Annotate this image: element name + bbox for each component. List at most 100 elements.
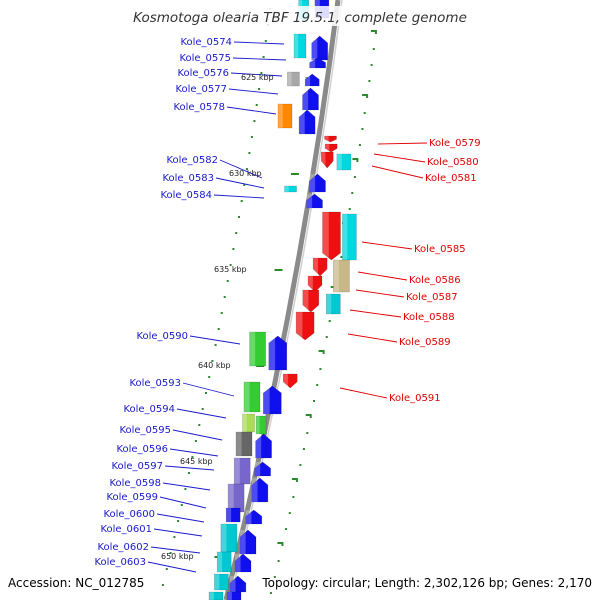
- gene-arrow[interactable]: [239, 529, 257, 555]
- guide-dot: [288, 512, 291, 514]
- gene-label-kole-0583[interactable]: Kole_0583: [162, 173, 214, 184]
- gene-label-kole-0580[interactable]: Kole_0580: [427, 157, 479, 168]
- gene-arrow[interactable]: [322, 211, 341, 261]
- label-leader: [162, 482, 211, 491]
- gene-block[interactable]: [216, 551, 232, 573]
- guide-dot: [245, 168, 248, 170]
- gene-label-kole-0577[interactable]: Kole_0577: [175, 84, 227, 95]
- guide-dot: [198, 424, 201, 426]
- guide-dash: [277, 542, 284, 544]
- gene-label-kole-0595[interactable]: Kole_0595: [119, 425, 171, 436]
- gene-arrow[interactable]: [302, 289, 320, 313]
- gene-block[interactable]: [214, 573, 229, 591]
- gene-label-kole-0582[interactable]: Kole_0582: [166, 155, 218, 166]
- gene-arrow[interactable]: [255, 433, 272, 459]
- gene-label-kole-0589[interactable]: Kole_0589: [399, 337, 451, 348]
- gene-label-kole-0574[interactable]: Kole_0574: [180, 37, 232, 48]
- gene-arrow[interactable]: [245, 509, 263, 525]
- gene-block[interactable]: [333, 259, 350, 293]
- gene-arrow[interactable]: [312, 257, 328, 277]
- gene-arrow[interactable]: [320, 151, 334, 169]
- gene-highlight: [302, 290, 309, 312]
- gene-highlight: [326, 294, 332, 314]
- gene-block[interactable]: [220, 523, 238, 553]
- gene-label-kole-0601[interactable]: Kole_0601: [100, 524, 152, 535]
- gene-highlight: [242, 414, 247, 432]
- gene-label-kole-0596[interactable]: Kole_0596: [116, 444, 168, 455]
- gene-label-kole-0598[interactable]: Kole_0598: [109, 478, 161, 489]
- gene-block[interactable]: [242, 413, 255, 433]
- gene-label-kole-0594[interactable]: Kole_0594: [123, 404, 175, 415]
- gene-block[interactable]: [233, 457, 251, 485]
- gene-arrow[interactable]: [262, 385, 282, 415]
- gene-arrow[interactable]: [304, 73, 320, 87]
- gene-block[interactable]: [227, 483, 245, 513]
- gene-block[interactable]: [325, 293, 341, 315]
- gene-arrow[interactable]: [268, 335, 288, 371]
- gene-label-kole-0584[interactable]: Kole_0584: [160, 190, 212, 201]
- gene-arrow[interactable]: [234, 553, 252, 573]
- label-leader: [371, 165, 424, 179]
- gene-label-kole-0579[interactable]: Kole_0579: [429, 138, 481, 149]
- gene-block[interactable]: [225, 507, 241, 523]
- gene-label-kole-0597[interactable]: Kole_0597: [111, 461, 163, 472]
- gene-label-kole-0591[interactable]: Kole_0591: [389, 393, 441, 404]
- gene-arrow[interactable]: [251, 477, 269, 503]
- gene-label-kole-0575[interactable]: Kole_0575: [179, 53, 231, 64]
- guide-dot: [191, 456, 194, 458]
- gene-arrow[interactable]: [229, 575, 247, 593]
- guide-dot: [240, 200, 243, 202]
- gene-block[interactable]: [342, 213, 357, 261]
- gene-label-kole-0602[interactable]: Kole_0602: [97, 542, 149, 553]
- gene-label-kole-0593[interactable]: Kole_0593: [129, 378, 181, 389]
- gene-highlight: [283, 374, 289, 388]
- gene-arrow[interactable]: [295, 311, 315, 341]
- gene-label-kole-0588[interactable]: Kole_0588: [403, 312, 455, 323]
- gene-arrow[interactable]: [282, 373, 298, 389]
- gene-arrow[interactable]: [306, 193, 323, 209]
- guide-dot: [238, 216, 240, 218]
- guide-dot: [161, 584, 164, 586]
- guide-dot: [226, 280, 229, 282]
- gene-label-kole-0603[interactable]: Kole_0603: [94, 557, 146, 568]
- gene-label-kole-0590[interactable]: Kole_0590: [136, 331, 188, 342]
- gene-arrow[interactable]: [302, 87, 319, 111]
- gene-arrow[interactable]: [309, 173, 326, 193]
- gene-block[interactable]: [336, 153, 352, 171]
- gene-block[interactable]: [284, 185, 297, 193]
- gene-label-kole-0578[interactable]: Kole_0578: [173, 102, 225, 113]
- gene-highlight: [209, 592, 214, 600]
- gene-label-kole-0599[interactable]: Kole_0599: [106, 492, 158, 503]
- gene-block[interactable]: [226, 591, 242, 600]
- guide-dot: [281, 544, 284, 546]
- gene-block[interactable]: [243, 381, 261, 413]
- gene-label-kole-0600[interactable]: Kole_0600: [103, 509, 155, 520]
- gene-block[interactable]: [249, 331, 266, 367]
- gene-label-kole-0576[interactable]: Kole_0576: [177, 68, 229, 79]
- guide-dot: [250, 136, 253, 138]
- gene-label-kole-0586[interactable]: Kole_0586: [409, 275, 461, 286]
- guide-dot: [208, 376, 211, 378]
- gene-block[interactable]: [235, 431, 253, 457]
- gene-block[interactable]: [293, 33, 307, 59]
- gene-arrow[interactable]: [311, 35, 329, 61]
- gene-block[interactable]: [255, 415, 267, 435]
- guide-dash: [318, 350, 325, 352]
- genome-backbone: [223, 0, 341, 600]
- label-leader: [228, 88, 279, 95]
- gene-arrow[interactable]: [307, 275, 323, 293]
- gene-label-kole-0587[interactable]: Kole_0587: [406, 292, 458, 303]
- guide-dot: [285, 528, 288, 530]
- gene-block[interactable]: [287, 71, 300, 87]
- gene-label-kole-0581[interactable]: Kole_0581: [425, 173, 477, 184]
- gene-arrow[interactable]: [298, 109, 316, 135]
- gene-arrow[interactable]: [324, 135, 337, 143]
- label-leader: [153, 528, 203, 537]
- gene-arrow[interactable]: [254, 461, 271, 477]
- gene-arrow[interactable]: [324, 143, 338, 153]
- guide-dot: [348, 208, 351, 210]
- gene-block[interactable]: [277, 103, 293, 129]
- gene-arrow[interactable]: [309, 57, 326, 69]
- gene-block[interactable]: [208, 591, 224, 600]
- gene-label-kole-0585[interactable]: Kole_0585: [414, 244, 466, 255]
